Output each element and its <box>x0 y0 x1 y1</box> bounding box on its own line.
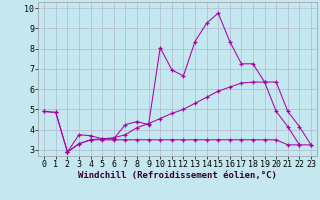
X-axis label: Windchill (Refroidissement éolien,°C): Windchill (Refroidissement éolien,°C) <box>78 171 277 180</box>
